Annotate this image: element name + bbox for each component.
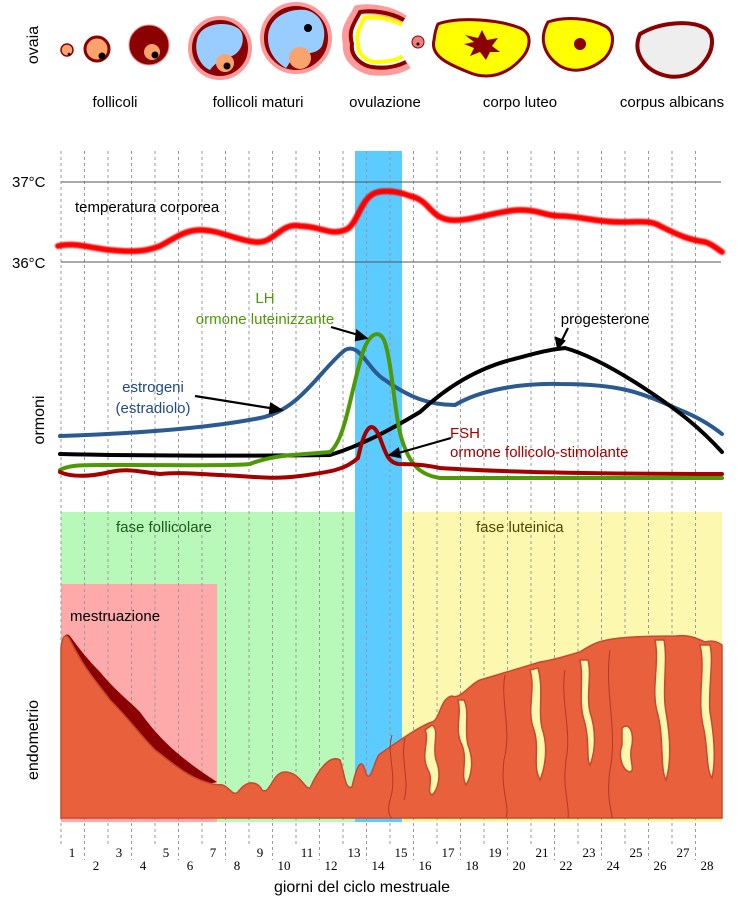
estrogen-label: estrogeni (122, 379, 184, 396)
stage-label-corpus-albicans: corpus albicans (620, 94, 724, 111)
svg-text:11: 11 (301, 845, 314, 860)
progesterone-label: progesterone (561, 311, 649, 328)
endometrium-axis-label: endometrio (25, 700, 42, 780)
ovary-stage-icons (60, 2, 714, 80)
lh-curve (58, 332, 724, 481)
svg-text:24: 24 (607, 858, 621, 873)
stage-label-mature-follicles: follicoli maturi (213, 94, 304, 111)
x-axis-label: giorni del ciclo mestruale (274, 879, 450, 896)
temperature-curve (55, 188, 725, 255)
stage-label-ovulation: ovulazione (349, 94, 421, 111)
fsh-curve (58, 425, 724, 480)
stage-label-follicles: follicoli (92, 94, 137, 111)
lh-label: LH (255, 290, 274, 307)
menstruation-label: mestruazione (70, 608, 160, 625)
svg-text:13: 13 (348, 845, 361, 860)
svg-text:3: 3 (116, 845, 123, 860)
svg-text:28: 28 (701, 858, 714, 873)
svg-text:27: 27 (677, 845, 691, 860)
svg-text:12: 12 (325, 858, 338, 873)
hormones-axis-label: ormoni (31, 396, 48, 445)
svg-text:6: 6 (187, 858, 194, 873)
svg-text:10: 10 (278, 858, 291, 873)
svg-text:20: 20 (513, 858, 526, 873)
svg-text:2: 2 (93, 858, 100, 873)
svg-text:23: 23 (583, 845, 596, 860)
svg-text:18: 18 (466, 858, 479, 873)
svg-text:4: 4 (140, 858, 147, 873)
svg-text:22: 22 (560, 858, 573, 873)
svg-text:21: 21 (536, 845, 549, 860)
svg-text:26: 26 (654, 858, 668, 873)
fsh-sublabel: ormone follicolo-stimolante (450, 444, 628, 461)
svg-text:25: 25 (630, 845, 643, 860)
fsh-label: FSH (450, 425, 480, 442)
temp-tick-36: 36°C (12, 255, 46, 272)
svg-text:15: 15 (395, 845, 408, 860)
ovulation-band (355, 151, 402, 822)
svg-text:1: 1 (69, 845, 76, 860)
progesterone-curve (58, 345, 724, 458)
temperature-label: temperatura corporea (75, 199, 220, 216)
endometrium-shape (60, 634, 723, 819)
svg-text:17: 17 (442, 845, 456, 860)
svg-text:9: 9 (257, 845, 264, 860)
estrogen-sublabel: (estradiolo) (115, 400, 190, 417)
svg-text:19: 19 (489, 845, 502, 860)
annotation-arrows (194, 325, 569, 459)
estrogen-curve (58, 346, 724, 438)
ovary-axis-label: ovaia (25, 26, 42, 64)
svg-text:14: 14 (372, 858, 386, 873)
stage-label-corpus-luteum: corpo luteo (483, 94, 557, 111)
svg-text:5: 5 (163, 845, 170, 860)
temp-tick-37: 37°C (12, 174, 46, 191)
svg-text:7: 7 (210, 845, 217, 860)
svg-text:16: 16 (419, 858, 433, 873)
lh-sublabel: ormone luteinizzante (196, 311, 334, 328)
svg-text:8: 8 (234, 858, 241, 873)
luteal-phase-label: fase luteinica (476, 519, 564, 536)
follicular-phase-label: fase follicolare (116, 519, 212, 536)
